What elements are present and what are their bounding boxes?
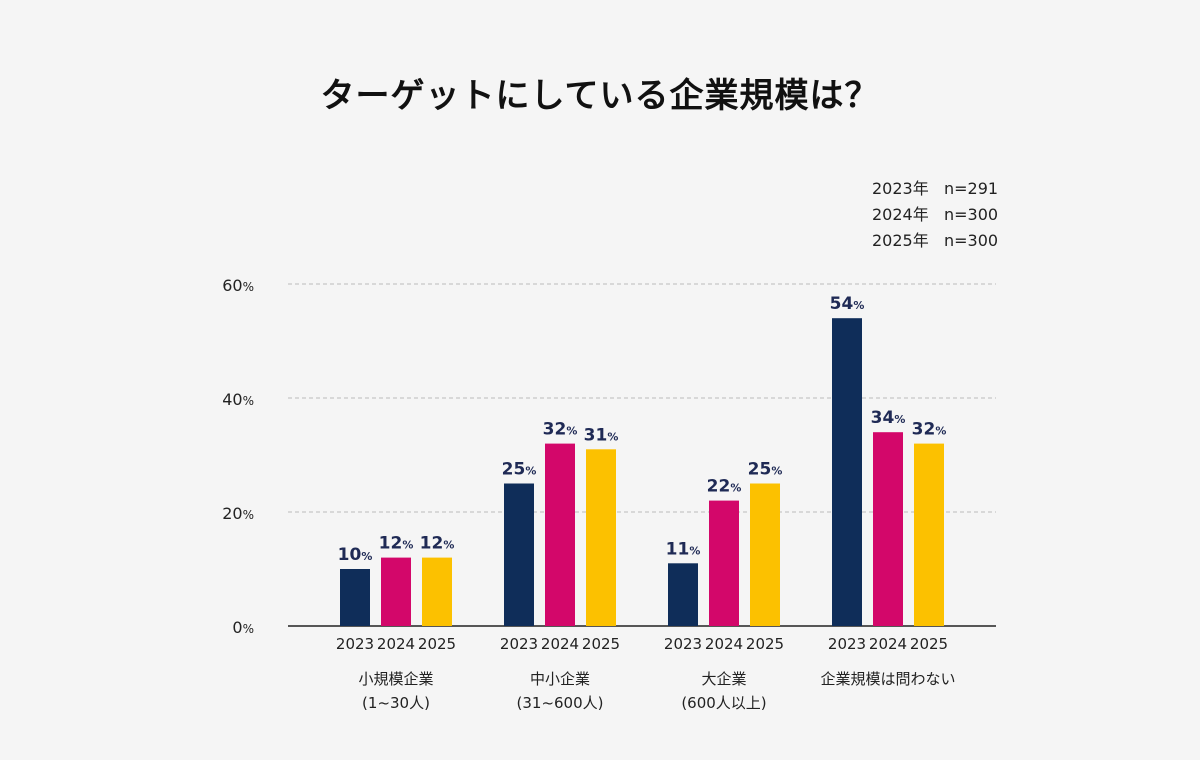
sample-size-2023: 2023年 n=291	[872, 176, 998, 202]
bar-2023	[504, 483, 534, 626]
bar-2023	[668, 563, 698, 626]
category-sublabel: (1~30人)	[362, 694, 430, 712]
sample-size-year: 2023年	[872, 179, 929, 198]
sample-size-n: n=300	[944, 231, 999, 250]
bar-2024	[709, 500, 739, 626]
category-label: 中小企業	[530, 670, 590, 688]
value-label: 54%	[830, 294, 865, 314]
x-tick-label: 2023	[500, 635, 538, 653]
category-label: 企業規模は問わない	[820, 670, 955, 688]
x-tick-label: 2024	[705, 635, 743, 653]
bar-2025	[914, 443, 944, 626]
y-tick-label: 0%	[232, 618, 254, 637]
x-tick-label: 2024	[869, 635, 907, 653]
value-label: 32%	[543, 420, 578, 440]
x-tick-label: 2024	[377, 635, 415, 653]
value-label: 31%	[584, 425, 619, 445]
x-tick-label: 2025	[910, 635, 948, 653]
sample-size-2024: 2024年 n=300	[872, 202, 998, 228]
bar-2024	[381, 557, 411, 626]
value-label: 32%	[912, 420, 947, 440]
value-label: 12%	[420, 534, 455, 554]
value-label: 12%	[379, 534, 414, 554]
x-tick-label: 2023	[664, 635, 702, 653]
x-tick-label: 2023	[828, 635, 866, 653]
category-label: 小規模企業	[358, 670, 433, 688]
x-tick-label: 2023	[336, 635, 374, 653]
value-label: 22%	[707, 477, 742, 497]
y-tick-label: 60%	[222, 276, 254, 295]
x-tick-label: 2025	[418, 635, 456, 653]
value-label: 11%	[666, 539, 701, 559]
sample-size-year: 2025年	[872, 231, 929, 250]
bar-2023	[340, 569, 370, 626]
chart-title: ターゲットにしている企業規模は？	[320, 76, 880, 116]
x-tick-label: 2025	[582, 635, 620, 653]
bar-2023	[832, 318, 862, 626]
sample-size-year: 2024年	[872, 205, 929, 224]
value-label: 34%	[871, 408, 906, 428]
sample-size-2025: 2025年 n=300	[872, 228, 998, 254]
bar-2025	[422, 557, 452, 626]
bar-2025	[586, 449, 616, 626]
x-tick-label: 2024	[541, 635, 579, 653]
y-tick-label: 40%	[222, 390, 254, 409]
y-tick-label: 20%	[222, 504, 254, 523]
sample-size-n: n=291	[944, 179, 999, 198]
value-label: 25%	[748, 460, 783, 480]
x-tick-label: 2025	[746, 635, 784, 653]
category-sublabel: (31~600人)	[517, 694, 604, 712]
category-label: 大企業	[701, 670, 746, 688]
value-label: 25%	[502, 460, 537, 480]
value-label: 10%	[338, 545, 373, 565]
bar-2024	[545, 443, 575, 626]
sample-size-n: n=300	[944, 205, 999, 224]
category-sublabel: (600人以上)	[681, 694, 766, 712]
sample-size-legend: 2023年 n=291 2024年 n=300 2025年 n=300	[872, 176, 998, 254]
bar-2025	[750, 483, 780, 626]
bar-2024	[873, 432, 903, 626]
